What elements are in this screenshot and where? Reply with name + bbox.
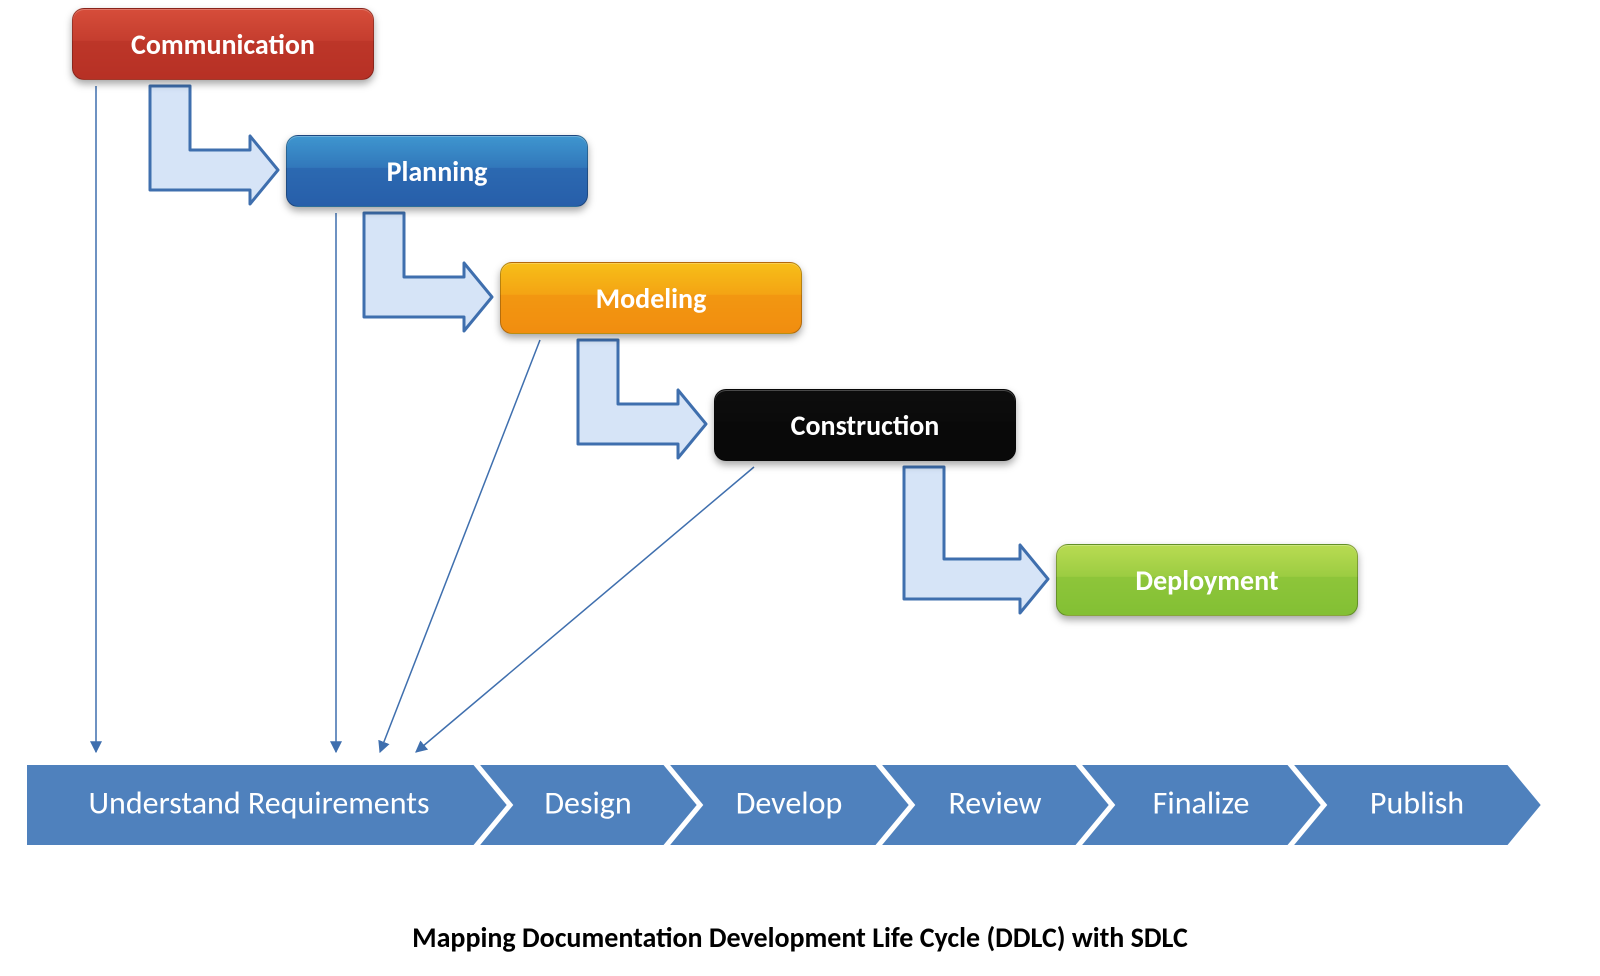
chevron-step-6-label: Publish xyxy=(1370,784,1464,823)
diagram-svg-layer: Understand Requirements Design Develop Revi… xyxy=(0,0,1600,976)
stage-planning: Planning xyxy=(286,135,588,207)
stage-deployment: Deployment xyxy=(1056,544,1358,616)
chevron-step-5-label: Finalize xyxy=(1153,784,1250,823)
chevron-step-4-label: Review xyxy=(948,784,1041,823)
elbow-arrow-4 xyxy=(904,467,1048,613)
elbow-arrow-2 xyxy=(364,213,492,331)
chevron-step-3 xyxy=(668,764,910,846)
stage-communication: Communication xyxy=(72,8,374,80)
stage-modeling: Modeling xyxy=(500,262,802,334)
elbow-arrow-1 xyxy=(150,86,278,204)
diagram-caption: Mapping Documentation Development Life C… xyxy=(0,920,1600,955)
chevron-step-4 xyxy=(880,764,1110,846)
chevron-step-5 xyxy=(1080,764,1322,846)
elbow-arrow-3 xyxy=(578,340,706,458)
chevron-step-3-label: Develop xyxy=(736,784,843,823)
chevron-step-6 xyxy=(1292,764,1542,846)
elbow-arrows-group xyxy=(150,86,1048,613)
chevron-step-2-label: Design xyxy=(544,784,631,823)
mapping-arrow-4 xyxy=(416,467,754,752)
chevron-step-1 xyxy=(26,764,508,846)
chevron-process-group: Understand Requirements Design Develop Revi… xyxy=(26,764,1542,846)
stage-construction: Construction xyxy=(714,389,1016,461)
mapping-arrow-3 xyxy=(380,340,540,752)
chevron-step-1-label: Understand Requirements xyxy=(89,784,430,823)
chevron-step-2 xyxy=(478,764,698,846)
